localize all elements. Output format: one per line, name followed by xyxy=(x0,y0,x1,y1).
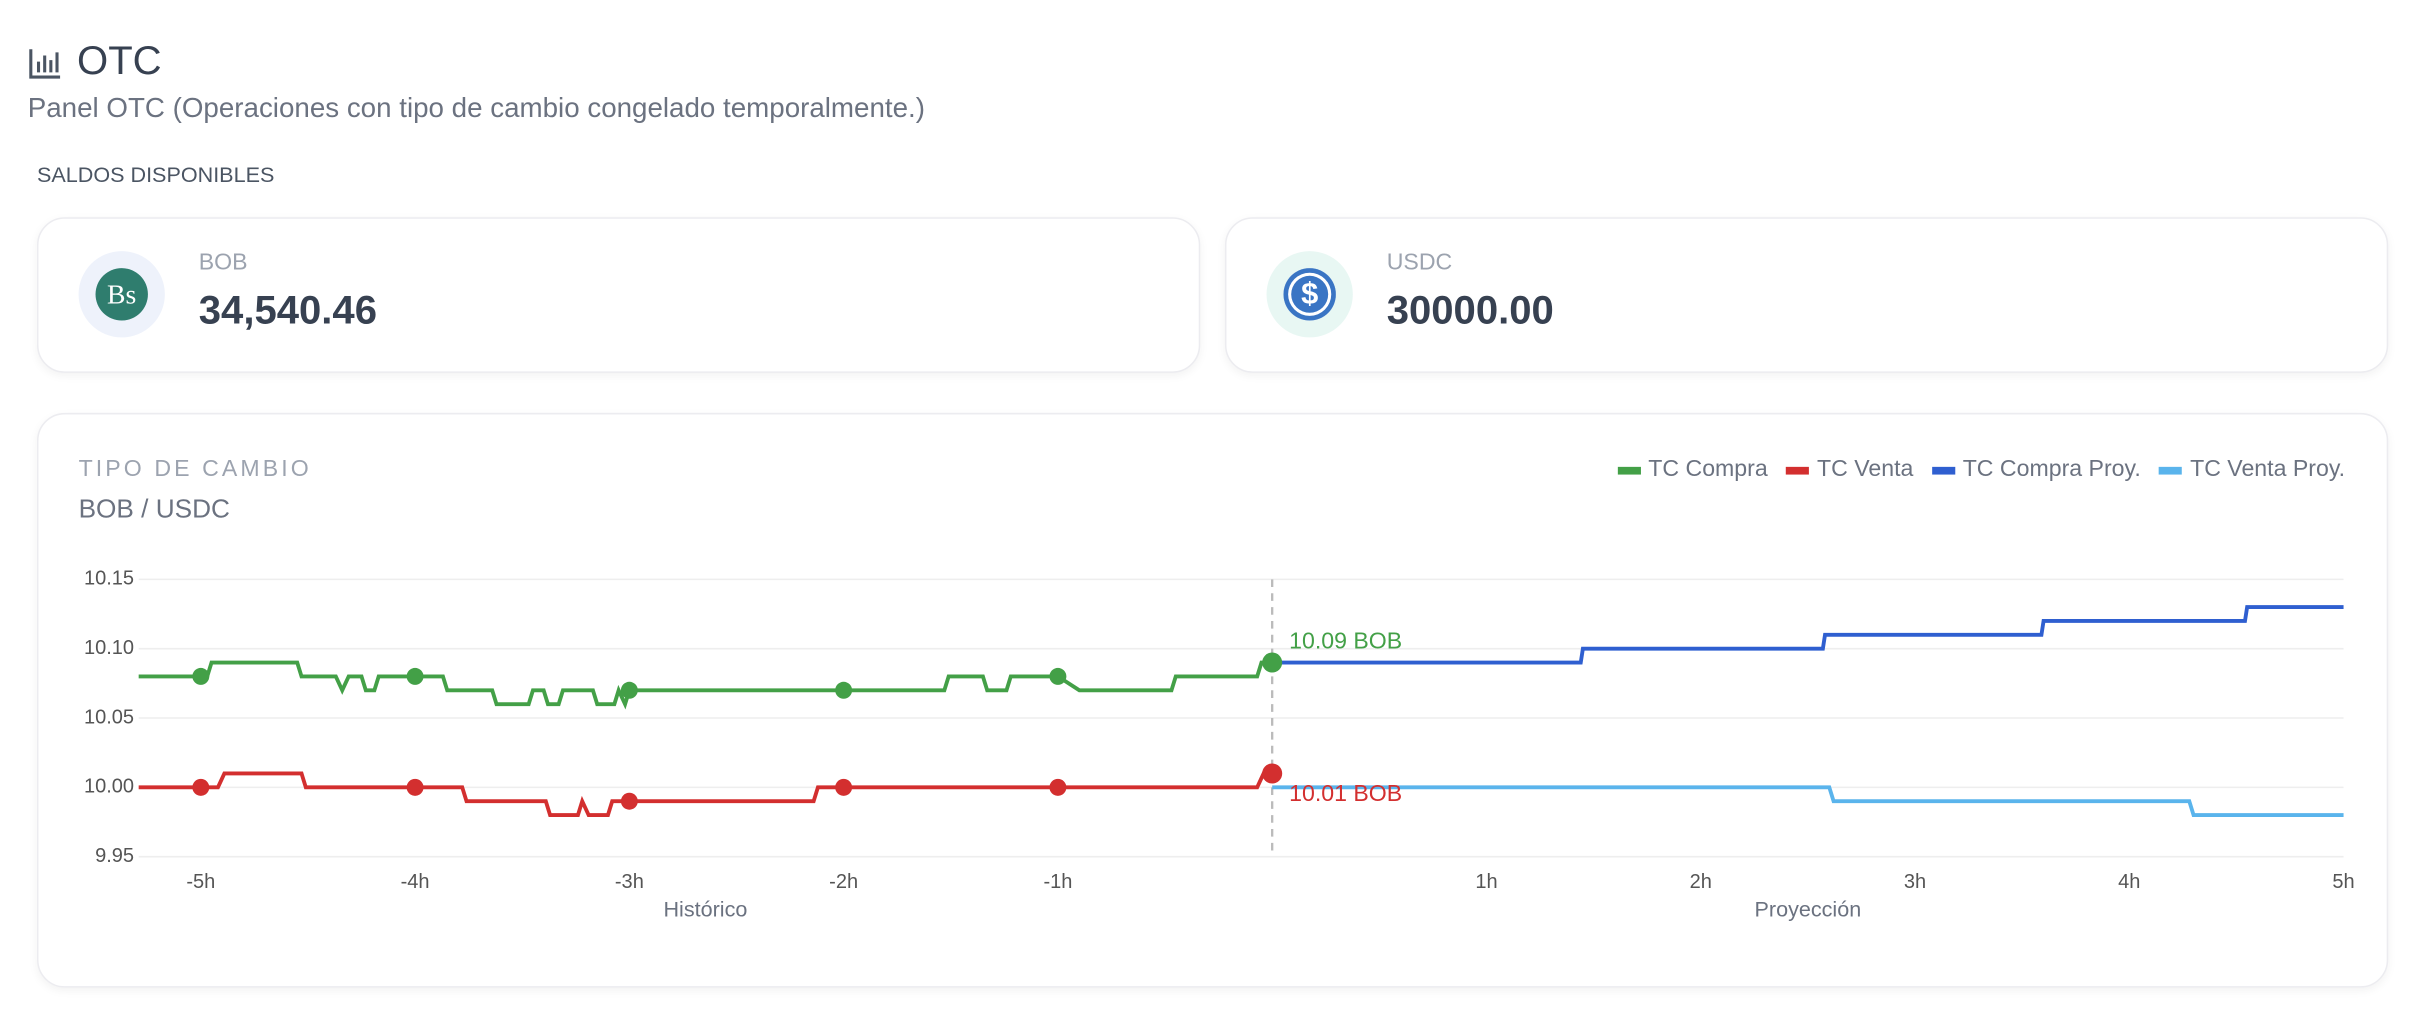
x-tick-label: -2h xyxy=(829,871,858,893)
header-icon xyxy=(29,49,61,79)
legend: TC Compra TC Venta TC Compra Proy. TC Venta… xyxy=(1617,456,2345,482)
data-point xyxy=(620,792,638,810)
legend-item[interactable]: TC Compra xyxy=(1617,456,1768,483)
chart-card xyxy=(36,412,2389,988)
legend-swatch xyxy=(1931,466,1955,474)
chart-title: TIPO DE CAMBIO xyxy=(78,456,312,483)
currency-label: BOB xyxy=(198,249,248,276)
currency-icon: $ xyxy=(1266,251,1353,338)
series-line xyxy=(1272,605,2344,665)
page-title: OTC xyxy=(77,36,162,84)
y-tick-label: 10.15 xyxy=(84,568,134,590)
data-point xyxy=(835,778,853,796)
y-tick-label: 10.05 xyxy=(84,706,134,728)
series-line xyxy=(138,771,1273,818)
data-point xyxy=(835,681,853,699)
x-tick-label: 4h xyxy=(2118,871,2140,893)
annotation: 10.01 BOB xyxy=(1289,780,1402,806)
x-tick-label: -3h xyxy=(615,871,644,893)
legend-item[interactable]: TC Venta xyxy=(1786,456,1913,482)
data-point xyxy=(1262,652,1283,673)
series-line xyxy=(1272,785,2344,818)
x-axis-label: Proyección xyxy=(1755,896,1862,921)
y-tick-label: 10.00 xyxy=(84,776,134,798)
legend-label: TC Compra xyxy=(1648,456,1768,483)
legend-label: TC Venta Proy. xyxy=(2190,456,2346,483)
currency-icon: Bs xyxy=(78,251,165,338)
balance-card: $ USDC 30000.00 xyxy=(1224,217,2389,373)
legend-swatch xyxy=(1786,466,1810,474)
balance-amount: 34,540.46 xyxy=(198,286,377,333)
data-point xyxy=(1262,763,1283,784)
x-tick-label: 3h xyxy=(1904,871,1926,893)
legend-item[interactable]: TC Compra Proy. xyxy=(1931,456,2141,483)
data-point xyxy=(1049,667,1067,685)
legend-item[interactable]: TC Venta Proy. xyxy=(2159,456,2345,482)
data-point xyxy=(192,667,210,685)
x-tick-label: 1h xyxy=(1475,871,1497,893)
x-tick-label: 2h xyxy=(1690,871,1712,893)
legend-swatch xyxy=(1617,466,1641,474)
x-tick-label: -4h xyxy=(401,871,430,893)
balance-card: Bs BOB 34,540.46 xyxy=(36,217,1201,373)
icon-text: $ xyxy=(1283,268,1336,321)
x-tick-label: 5h xyxy=(2332,871,2354,893)
data-point xyxy=(192,778,210,796)
y-tick-label: 9.95 xyxy=(95,845,134,867)
balance-amount: 30000.00 xyxy=(1386,286,1554,333)
legend-label: TC Compra Proy. xyxy=(1962,456,2141,483)
x-tick-label: -1h xyxy=(1043,871,1072,893)
x-axis-label: Histórico xyxy=(663,896,747,921)
page-subtitle: Panel OTC (Operaciones con tipo de cambi… xyxy=(27,92,925,124)
data-point xyxy=(406,667,424,685)
data-point xyxy=(620,681,638,699)
icon-text: Bs xyxy=(95,268,148,321)
series-line xyxy=(138,660,1273,710)
legend-swatch xyxy=(2159,466,2183,474)
annotation: 10.09 BOB xyxy=(1289,628,1402,654)
currency-label: USDC xyxy=(1386,249,1453,276)
chart-subtitle: BOB / USDC xyxy=(78,494,230,524)
section-title: SALDOS DISPONIBLES xyxy=(36,161,275,187)
data-point xyxy=(1049,778,1067,796)
data-point xyxy=(406,778,424,796)
x-tick-label: -5h xyxy=(186,871,215,893)
y-tick-label: 10.10 xyxy=(84,637,134,659)
legend-label: TC Venta xyxy=(1817,456,1914,483)
